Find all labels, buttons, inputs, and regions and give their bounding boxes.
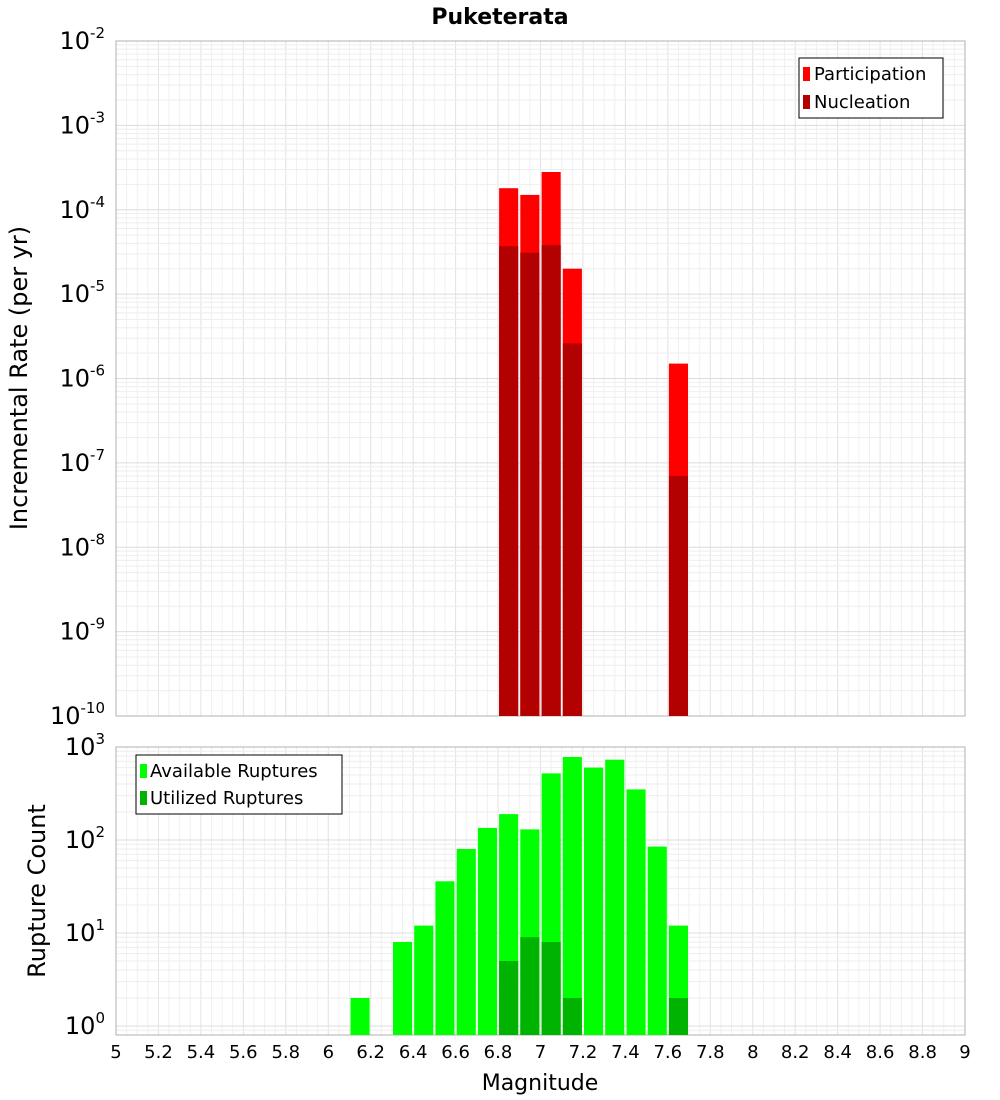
bar-available-ruptures [435, 881, 455, 1035]
y-tick-label: 101 [65, 916, 105, 947]
legend-label-participation: Participation [814, 64, 926, 85]
x-tick-label: 5.8 [271, 1042, 300, 1063]
bar-nucleation [668, 475, 688, 716]
bar-available-ruptures [477, 827, 497, 1035]
bar-available-ruptures [647, 846, 667, 1035]
bottom-panel-y-ticks: 100 101 102 103 [65, 730, 105, 1040]
x-tick-label: 7.4 [611, 1042, 640, 1063]
bottom-y-axis-label: Rupture Count [23, 804, 51, 978]
y-tick-label: 10-2 [59, 24, 105, 55]
x-tick-label: 5.6 [229, 1042, 258, 1063]
legend-label-available-ruptures: Available Ruptures [150, 761, 318, 782]
bar-nucleation [520, 252, 540, 716]
bar-utilized-ruptures [668, 998, 688, 1035]
bar-available-ruptures [626, 789, 646, 1035]
x-tick-label: 5.2 [144, 1042, 173, 1063]
top-panel-bars [499, 172, 688, 716]
bar-utilized-ruptures [499, 961, 519, 1035]
x-tick-label: 7.2 [569, 1042, 598, 1063]
bottom-panel-frame [115, 746, 966, 1036]
x-tick-label: 6.2 [356, 1042, 385, 1063]
y-tick-label: 100 [65, 1009, 105, 1040]
bar-available-ruptures [562, 757, 582, 1035]
y-tick-label: 10-8 [59, 530, 105, 561]
x-tick-label: 7.8 [696, 1042, 725, 1063]
bottom-legend-box [135, 754, 343, 815]
legend-swatch-nucleation [803, 95, 810, 109]
x-tick-label: 8.4 [823, 1042, 852, 1063]
bar-available-ruptures [605, 759, 625, 1035]
bar-utilized-ruptures [520, 937, 540, 1035]
x-tick-label: 8 [747, 1042, 758, 1063]
x-tick-label: 7 [535, 1042, 546, 1063]
legend-label-utilized-ruptures: Utilized Ruptures [150, 788, 303, 809]
x-axis-ticks: 5 5.2 5.4 5.6 5.8 6 6.2 6.4 6.6 6.8 7 7.2 7.4 7.6 7.8 8… [110, 1042, 970, 1063]
y-tick-label: 10-4 [59, 193, 105, 224]
x-tick-label: 5 [110, 1042, 121, 1063]
bar-available-ruptures [393, 942, 413, 1035]
top-legend: Participation Nucleation [798, 57, 944, 119]
top-panel-frame [115, 40, 966, 717]
legend-label-nucleation: Nucleation [814, 92, 910, 113]
x-tick-label: 6.6 [441, 1042, 470, 1063]
x-tick-label: 6.8 [484, 1042, 513, 1063]
bar-nucleation [562, 343, 582, 716]
x-tick-label: 5.4 [187, 1042, 216, 1063]
y-tick-label: 10-6 [59, 362, 105, 393]
top-panel-y-ticks: 10-10 10-9 10-8 10-7 10-6 10-5 10-4 10-3 10-2 [50, 24, 105, 730]
bottom-panel-bars [350, 757, 688, 1035]
legend-swatch-participation [803, 67, 810, 81]
y-tick-label: 10-9 [59, 615, 105, 646]
x-tick-label: 7.6 [653, 1042, 682, 1063]
x-tick-label: 8.6 [866, 1042, 895, 1063]
top-y-axis-label: Incremental Rate (per yr) [5, 226, 33, 530]
bar-utilized-ruptures [541, 942, 561, 1035]
bar-available-ruptures [584, 767, 604, 1035]
legend-swatch-utilized-ruptures [140, 791, 147, 805]
chart-title: Puketerata [431, 5, 568, 30]
x-tick-label: 9 [959, 1042, 970, 1063]
bar-available-ruptures [456, 849, 476, 1035]
y-tick-label: 103 [65, 730, 105, 761]
top-panel-grid [116, 41, 965, 716]
x-tick-label: 6.4 [399, 1042, 428, 1063]
y-tick-label: 10-7 [59, 446, 105, 477]
bar-nucleation [499, 246, 519, 716]
x-tick-label: 8.2 [781, 1042, 810, 1063]
y-tick-label: 10-10 [50, 699, 105, 730]
bar-available-ruptures [350, 998, 370, 1035]
y-tick-label: 10-3 [59, 108, 105, 139]
y-tick-label: 10-5 [59, 277, 105, 308]
bar-nucleation [541, 245, 561, 716]
x-tick-label: 8.8 [908, 1042, 937, 1063]
y-tick-label: 102 [65, 823, 105, 854]
x-axis-label: Magnitude [482, 1071, 599, 1096]
legend-swatch-available-ruptures [140, 764, 147, 778]
bottom-legend: Available Ruptures Utilized Ruptures [135, 754, 343, 815]
bar-utilized-ruptures [562, 998, 582, 1035]
bar-available-ruptures [414, 925, 434, 1035]
top-legend-box [798, 57, 944, 119]
x-tick-label: 6 [323, 1042, 334, 1063]
